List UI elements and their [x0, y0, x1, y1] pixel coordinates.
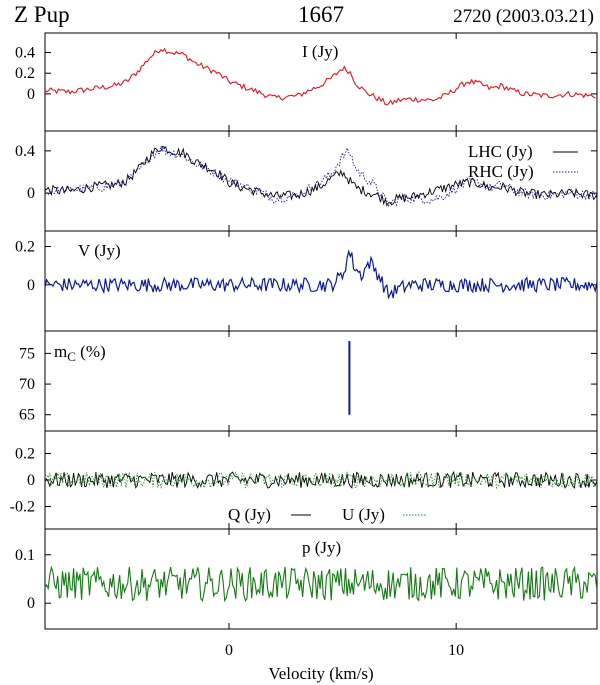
y-tick-label-p: 0 [27, 595, 35, 612]
y-tick-label-I: 0 [27, 86, 35, 103]
x-tick-label: 10 [448, 642, 464, 659]
mC-main: m [54, 342, 67, 361]
y-tick-label-mC: 75 [19, 345, 35, 362]
frequency-title: 1667 [298, 2, 344, 27]
y-tick-label-LHC_RHC: 0 [27, 185, 35, 202]
panel-p-label: p (Jy) [302, 538, 341, 557]
series-line-p-p [44, 565, 598, 603]
source-title: Z Pup [14, 2, 70, 27]
legend-LHC-label: LHC (Jy) [468, 142, 533, 161]
x-tick-label: 0 [225, 642, 233, 659]
panel-mC-label: mC (%) [54, 342, 106, 364]
series-line-Q_U-Q [44, 470, 598, 490]
panel-p-frame [44, 528, 598, 630]
panel-V-frame [44, 230, 598, 332]
y-tick-label-V: 0 [27, 277, 35, 294]
y-tick-label-Q_U: 0 [27, 472, 35, 489]
y-tick-label-mC: 65 [19, 407, 35, 424]
legend-Q-label: Q (Jy) [228, 505, 271, 524]
y-tick-label-I: 0.4 [15, 45, 35, 62]
x-axis-label: Velocity (km/s) [268, 664, 373, 683]
y-tick-label-Q_U: -0.2 [10, 498, 35, 515]
panel-I-label: I (Jy) [302, 42, 338, 61]
y-tick-label-p: 0.1 [15, 547, 35, 564]
series-line-LHC_RHC-LHC [44, 145, 598, 207]
epoch-title: 2720 (2003.03.21) [453, 6, 594, 27]
y-tick-label-V: 0.2 [15, 239, 35, 256]
chart-marks: 0 0.2 0.4 0 0.4 0 0.2 65 70 75 -0.2 0 0.2 0 0.1 0 10 [10, 33, 598, 659]
y-tick-label-mC: 70 [19, 376, 35, 393]
series-line-LHC_RHC-RHC [44, 144, 598, 208]
series-line-I-I [44, 47, 596, 106]
y-tick-label-Q_U: 0.2 [15, 446, 35, 463]
mC-sub: C [67, 349, 76, 364]
y-tick-label-LHC_RHC: 0.4 [15, 143, 35, 160]
panel-V-label: V (Jy) [78, 241, 121, 260]
legend-RHC-label: RHC (Jy) [468, 162, 534, 181]
panel-mC-frame [44, 330, 598, 432]
mC-unit: (%) [76, 342, 106, 361]
legend-U-label: U (Jy) [342, 505, 385, 524]
y-tick-label-I: 0.2 [15, 65, 35, 82]
series-line-Q_U-U [44, 470, 598, 490]
series-line-V-V [44, 249, 598, 300]
